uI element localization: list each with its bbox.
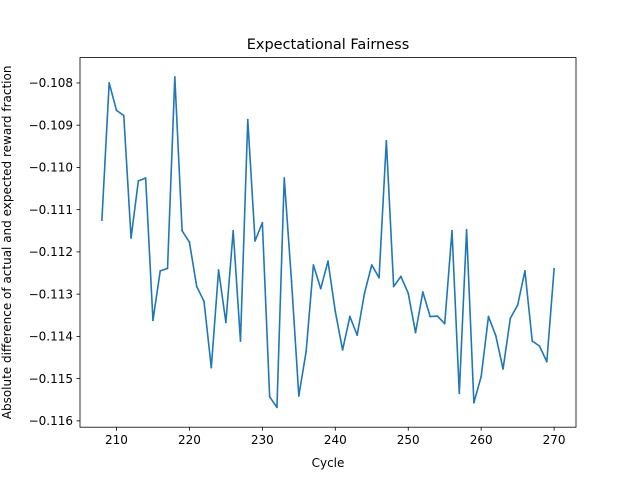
data-point [246,118,249,121]
data-point [166,267,169,270]
x-tick-label: 230 [251,433,274,447]
data-point [545,360,548,363]
data-point [173,76,176,78]
data-point [283,177,286,179]
data-point [239,340,242,342]
x-tick-label: 270 [543,433,566,447]
data-point [305,350,308,353]
data-point [312,264,315,266]
data-point [356,334,359,337]
y-axis-ticks: −0.116 −0.115 −0.114 −0.113 −0.112 −0.111 −0.1… [29,76,80,428]
data-point [494,334,497,337]
data-point [159,270,162,272]
y-tick-label: −0.110 [29,161,73,175]
data-point [152,319,154,322]
x-axis-ticks: 210 220 230 240 250 260 270 [105,427,566,447]
data-point [341,349,344,351]
data-point [400,275,402,278]
x-tick-label: 240 [324,433,347,447]
y-tick-label: −0.112 [29,245,73,259]
x-tick-label: 210 [105,433,128,447]
data-point [334,310,337,313]
data-point [370,264,373,266]
x-tick-label: 260 [470,433,493,447]
data-point [188,241,191,244]
data-point [414,331,417,334]
data-point [480,375,483,378]
y-tick-label: −0.109 [29,118,73,132]
data-point [100,219,103,222]
data-point [421,291,424,293]
data-point [524,270,526,272]
data-point [487,315,490,318]
data-point [327,260,329,263]
data-point [319,287,322,290]
data-point [531,340,534,342]
data-point [195,285,198,288]
data-point [115,109,118,112]
data-point [538,345,541,347]
data-point [224,321,227,324]
data-points [100,76,556,409]
data-point [451,229,453,232]
data-point [130,237,132,239]
data-point [385,139,388,142]
data-point [297,395,300,397]
data-point [254,240,256,242]
x-axis-label: Cycle [312,456,345,470]
data-point [429,315,432,318]
data-point [443,322,446,325]
data-point [203,300,205,303]
data-point [407,292,410,295]
data-point [502,368,504,370]
data-point [392,285,395,288]
y-tick-label: −0.113 [29,287,73,301]
plot-frame [79,57,577,428]
data-point [232,229,235,232]
data-point [465,229,468,231]
data-point [458,392,461,395]
data-point [181,229,184,232]
data-point [348,315,351,318]
y-tick-label: −0.111 [29,203,73,217]
data-point [472,401,475,404]
data-point [509,317,512,320]
data-point [276,406,278,409]
chart-title: Expectational Fairness [247,37,410,53]
data-point [516,304,519,307]
x-tick-label: 250 [397,433,420,447]
data-point [290,280,293,283]
data-point [378,276,380,279]
data-point [210,366,213,369]
data-point [363,292,366,295]
y-tick-label: −0.114 [29,330,73,344]
data-point [268,395,271,398]
y-axis-label: Absolute difference of actual and expect… [0,66,14,420]
data-point [553,267,556,270]
data-point [217,269,220,271]
data-point [137,180,140,182]
y-tick-label: −0.115 [29,372,73,386]
data-point [108,82,111,84]
data-point [436,315,439,318]
x-tick-label: 220 [178,433,201,447]
data-point [144,177,147,179]
data-point [261,221,264,224]
y-tick-label: −0.108 [29,76,73,90]
y-tick-label: −0.116 [29,414,73,428]
data-point [122,114,125,117]
